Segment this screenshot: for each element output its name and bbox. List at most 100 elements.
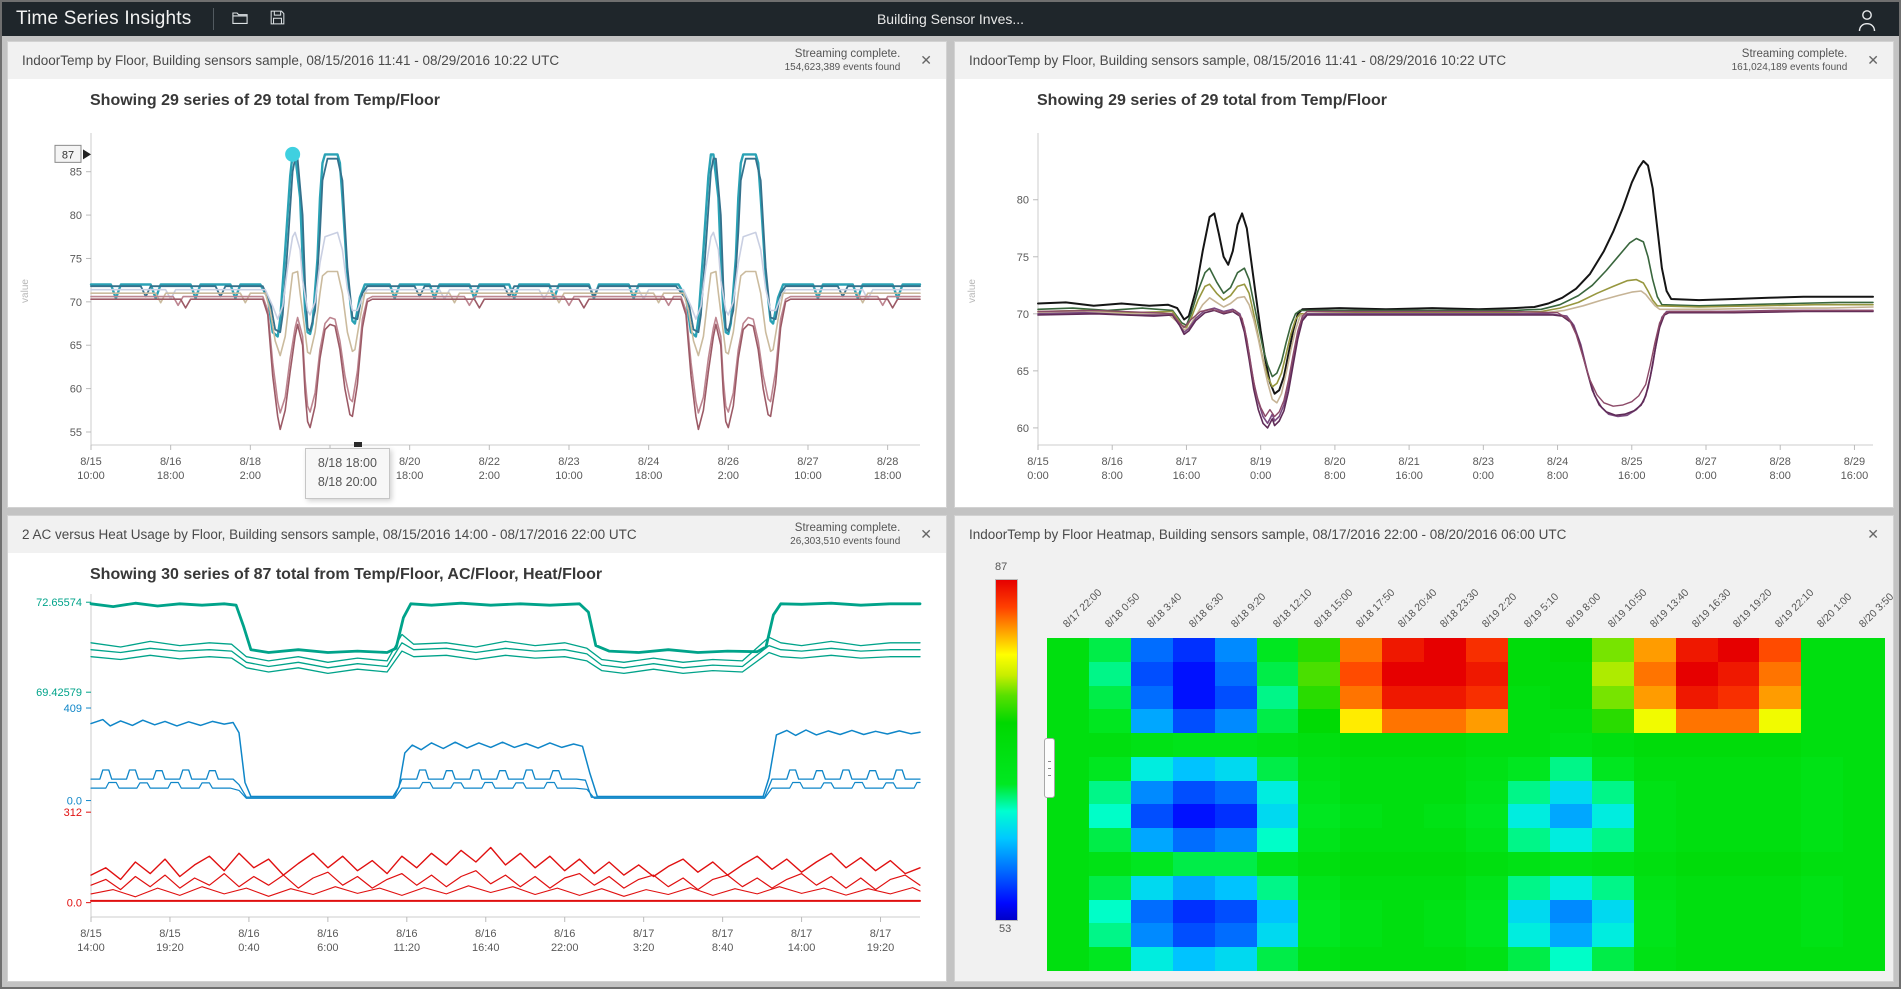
heatmap-cell: [1717, 875, 1760, 900]
svg-text:312: 312: [64, 807, 82, 819]
close-panel-button[interactable]: ✕: [1863, 524, 1883, 545]
heatmap-cell: [1801, 733, 1844, 757]
heatmap-cell: [1717, 852, 1760, 876]
heatmap-cell: [1466, 852, 1508, 876]
open-folder-icon: [230, 8, 250, 31]
heatmap-cell: [1843, 852, 1886, 876]
heatmap-column-label: 8/18 0:50: [1102, 590, 1143, 631]
legend-min-label: 53: [999, 923, 1012, 935]
heatmap-column-label: 8/19 2:20: [1479, 590, 1520, 631]
heatmap-cell: [1298, 638, 1341, 662]
heatmap-cell: [1717, 899, 1760, 924]
chart-1[interactable]: 8/1510:008/1618:008/182:008/1910:008/201…: [8, 79, 946, 507]
chart-title: Showing 29 series of 29 total from Temp/…: [90, 92, 440, 109]
heatmap-cell: [1507, 709, 1550, 734]
heatmap-cell: [1466, 828, 1508, 853]
heatmap-column-label: 8/19 16:30: [1689, 586, 1733, 631]
heatmap-cell: [1843, 899, 1886, 924]
heatmap-cell: [1675, 780, 1718, 805]
heatmap-cell: [1675, 875, 1718, 900]
heatmap-cell: [1675, 756, 1718, 781]
stream-status-line1: Streaming complete.: [794, 521, 901, 534]
svg-text:8/15: 8/15: [80, 928, 101, 940]
heatmap-cell: [1256, 804, 1299, 829]
svg-text:85: 85: [70, 167, 82, 179]
svg-text:16:00: 16:00: [1395, 470, 1423, 482]
save-button[interactable]: [266, 6, 289, 32]
svg-text:0:00: 0:00: [1250, 470, 1271, 482]
stream-status-line2: 26,303,510 events found: [790, 536, 901, 548]
heatmap-cell: [1717, 709, 1760, 734]
heatmap-cell: [1340, 804, 1383, 829]
heatmap-cell: [1256, 661, 1299, 686]
heatmap-cell: [1047, 899, 1089, 924]
heatmap-column-label: 8/19 13:40: [1647, 586, 1692, 631]
heatmap-cells[interactable]: [1047, 638, 1886, 971]
heatmap-cell: [1424, 804, 1467, 829]
heatmap-cell: [1130, 852, 1173, 876]
heatmap-cell: [1759, 661, 1802, 686]
heatmap-cell: [1633, 638, 1676, 662]
svg-text:22:00: 22:00: [551, 942, 579, 954]
heatmap-cell: [1298, 733, 1341, 757]
hover-tooltip: 8/18 18:00 8/18 20:00: [304, 448, 390, 499]
panel-title: IndoorTemp by Floor, Building sensors sa…: [969, 53, 1507, 68]
svg-text:0.0: 0.0: [67, 796, 82, 808]
panel-indoortemp-right: IndoorTemp by Floor, Building sensors sa…: [954, 41, 1894, 508]
heatmap-cell: [1130, 804, 1173, 829]
heatmap-column-label: 8/18 23:30: [1437, 586, 1482, 631]
heatmap-cell: [1214, 780, 1257, 805]
heatmap-cell: [1172, 756, 1215, 781]
heatmap-cell: [1591, 828, 1634, 853]
heatmap-cell: [1088, 923, 1131, 948]
heatmap-row: [1047, 661, 1886, 686]
heatmap-cell: [1801, 828, 1844, 853]
user-profile-button[interactable]: [1849, 6, 1885, 37]
heatmap-cell: [1382, 828, 1425, 853]
heatmap-cell: [1801, 709, 1844, 734]
svg-text:8/17: 8/17: [870, 928, 891, 940]
svg-text:19:20: 19:20: [867, 942, 895, 954]
heatmap-cell: [1507, 875, 1550, 900]
svg-text:8/16: 8/16: [160, 456, 181, 468]
heatmap-cell: [1466, 875, 1508, 900]
heatmap-cell: [1591, 804, 1634, 829]
svg-text:8/29: 8/29: [1844, 456, 1865, 468]
heatmap-drag-handle[interactable]: [1044, 738, 1055, 798]
heatmap-column-label: 8/18 12:10: [1270, 586, 1314, 631]
heatmap-cell: [1507, 804, 1550, 829]
color-scale-legend[interactable]: [995, 579, 1018, 921]
heatmap[interactable]: 87 53 8/17 22:00 8/18 0:50 8/18 3:40 8/18 6:3…: [955, 553, 1893, 981]
svg-text:18:00: 18:00: [396, 470, 424, 482]
heatmap-cell: [1382, 947, 1425, 971]
heatmap-cell: [1549, 804, 1592, 829]
heatmap-row: [1047, 685, 1886, 710]
heatmap-cell: [1466, 638, 1508, 662]
panel-indoortemp-left: IndoorTemp by Floor, Building sensors sa…: [7, 41, 947, 508]
chart-3[interactable]: 8/15 14:00 8/15 19:20 8/16 0:40 8/16 6:00 8/16 11…: [8, 553, 946, 981]
heatmap-cell: [1088, 852, 1131, 876]
svg-text:8/24: 8/24: [1547, 456, 1568, 468]
heatmap-cell: [1088, 780, 1131, 805]
svg-text:8/16: 8/16: [475, 928, 496, 940]
heatmap-cell: [1843, 709, 1886, 734]
close-panel-button[interactable]: ✕: [916, 50, 936, 71]
close-panel-button[interactable]: ✕: [1863, 50, 1883, 71]
open-button[interactable]: [228, 6, 252, 33]
svg-text:8/15: 8/15: [80, 456, 101, 468]
heatmap-cell: [1424, 638, 1467, 662]
heatmap-cell: [1759, 852, 1802, 876]
heatmap-cell: [1130, 947, 1173, 971]
close-panel-button[interactable]: ✕: [916, 524, 936, 545]
heatmap-row: [1047, 923, 1886, 948]
heatmap-cell: [1340, 780, 1383, 805]
chart-2[interactable]: 8/15 0:00 8/16 8:00 8/17 16:00 8/19 0:00 8/20 8:0…: [955, 79, 1893, 507]
heatmap-cell: [1843, 875, 1886, 900]
heatmap-cell: [1382, 661, 1425, 686]
heatmap-cell: [1633, 733, 1676, 757]
heatmap-cell: [1047, 661, 1089, 686]
svg-text:10:00: 10:00: [794, 470, 822, 482]
heatmap-cell: [1843, 828, 1886, 853]
